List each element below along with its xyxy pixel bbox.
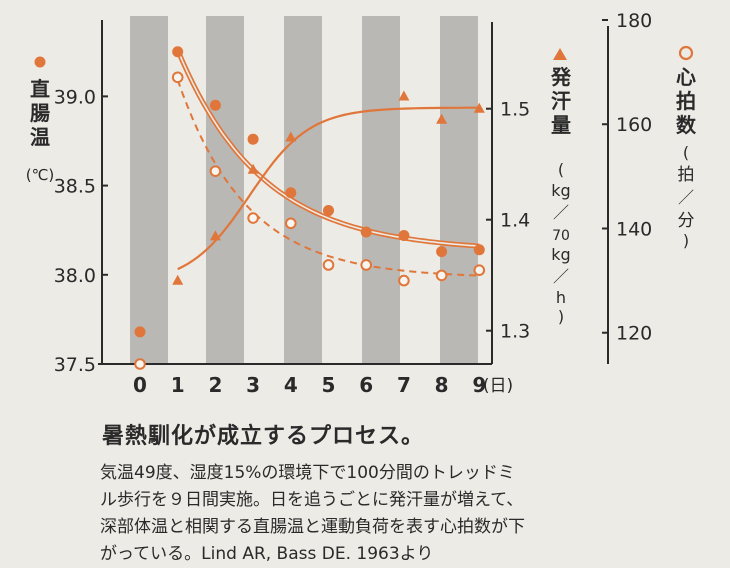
- temp-axis-label: 腸: [30, 101, 50, 125]
- sweat-legend-marker: [553, 48, 567, 60]
- sweat-unit-part: ／: [553, 203, 569, 222]
- heart-rate-point: [285, 217, 297, 230]
- heart-rate-point: [209, 165, 222, 177]
- sweat-axis-label: 量: [551, 113, 571, 137]
- x-tick-label: 4: [284, 373, 298, 397]
- heart-rate-point: [322, 259, 335, 271]
- x-tick-label: 0: [133, 373, 147, 397]
- background-bands: [130, 16, 478, 364]
- background-band: [362, 16, 400, 364]
- rectal-temp-point: [398, 230, 410, 242]
- caption-title: 暑熱馴化が成立するプロセス。: [102, 424, 425, 449]
- temp-axis-unit: (℃): [26, 166, 55, 184]
- hr-axis-label: 心: [676, 65, 696, 89]
- hr-axis-label: 拍: [676, 89, 696, 113]
- sweat-tick-label: 1.3: [500, 321, 530, 343]
- x-tick-label: 9: [472, 373, 486, 397]
- tick-labels: 0 1 2 3 4 5 6 7 8 9(日) 37.5 38.0 38.5 39.0 1.3 1.4 1.5 12…: [54, 10, 653, 397]
- x-axis-unit: (日): [483, 376, 513, 396]
- rectal-temp-point: [436, 246, 448, 258]
- axes: [98, 20, 609, 365]
- x-tick-label: 8: [435, 373, 449, 397]
- x-tick-label: 3: [246, 373, 260, 397]
- temp-axis-label: 直: [30, 77, 50, 101]
- sweat-tick-label: 1.4: [500, 210, 530, 232]
- sweat-unit-part: kg: [551, 245, 570, 264]
- heart-rate-point: [247, 212, 259, 224]
- x-tick-label: 5: [322, 373, 336, 397]
- temp-tick-label: 37.5: [54, 354, 96, 376]
- sweat-axis-label: 発: [550, 65, 572, 89]
- background-band: [130, 16, 168, 364]
- rectal-temp-point: [172, 46, 184, 58]
- heart-rate-point: [473, 264, 486, 276]
- hr-tick-label: 120: [616, 323, 652, 345]
- heart-rate-trend-curve: [176, 79, 480, 277]
- sweat-point: [436, 113, 448, 124]
- caption-line: ル歩行を９日間実施。日を追うごとに発汗量が増えて、: [100, 490, 524, 510]
- x-tick-label: 1: [171, 373, 185, 397]
- heart-rate-point: [360, 259, 373, 271]
- sweat-point: [285, 131, 297, 142]
- heat-acclimatization-chart: 0 1 2 3 4 5 6 7 8 9(日) 37.5 38.0 38.5 39.0 1.3 1.4 1.5 12…: [26, 10, 697, 397]
- rectal-temp-point: [134, 326, 146, 338]
- caption-line: がっている。Lind AR, Bass DE. 1963より: [100, 544, 434, 564]
- hr-tick-label: 160: [616, 114, 652, 136]
- temp-legend-marker: [34, 56, 46, 68]
- background-band: [206, 16, 244, 364]
- sweat-point: [172, 274, 184, 285]
- sweat-point: [247, 163, 259, 174]
- caption-line: 深部体温と相関する直腸温と運動負荷を表す心拍数が下: [100, 517, 525, 537]
- sweat-axis-label: 汗: [551, 89, 571, 113]
- heart-rate-point: [134, 358, 146, 370]
- sweat-point: [209, 230, 221, 241]
- temp-tick-label: 38.0: [54, 265, 96, 287]
- rectal-temp-point: [473, 244, 485, 256]
- caption-body: 気温49度、湿度15%の環境下で100分間のトレッドミ ル歩行を９日間実施。日を…: [100, 460, 660, 568]
- rectal-temp-point: [247, 133, 259, 145]
- hr-tick-label: 180: [616, 10, 652, 32]
- trend-curves: [175, 49, 480, 277]
- hr-unit-part: ／: [678, 188, 694, 207]
- heart-rate-point: [171, 71, 184, 84]
- temp-tick-label: 39.0: [54, 86, 96, 108]
- temp-trend-curve-inner: [176, 49, 480, 247]
- heart-rate-point: [435, 269, 448, 282]
- hr-unit-part: 分: [678, 211, 695, 231]
- sweat-point: [473, 102, 485, 113]
- caption-line: 気温49度、湿度15%の環境下で100分間のトレッドミ: [100, 463, 515, 483]
- sweat-trend-curve: [177, 106, 480, 271]
- hr-unit-part: ): [683, 231, 689, 250]
- temp-tick-label: 38.5: [54, 176, 96, 198]
- sweat-unit-part: ／: [553, 267, 569, 286]
- hr-tick-label: 140: [616, 218, 652, 240]
- sweat-unit-part: h: [556, 288, 566, 307]
- sweat-tick-label: 1.5: [500, 99, 530, 121]
- rectal-temp-point: [209, 99, 221, 111]
- hr-unit-part: 拍: [678, 165, 695, 185]
- data-points: [134, 46, 486, 370]
- x-tick-label: 6: [359, 373, 373, 397]
- temp-axis-label: 温: [30, 125, 50, 149]
- hr-unit-part: (: [683, 143, 689, 162]
- sweat-unit-part: ): [558, 307, 564, 326]
- rectal-temp-point: [360, 226, 372, 238]
- heart-rate-point: [398, 274, 410, 287]
- background-band: [440, 16, 478, 364]
- rectal-temp-point: [285, 187, 297, 199]
- sweat-unit-part: (: [558, 160, 564, 179]
- hr-axis-label: 数: [676, 113, 697, 137]
- hr-legend-marker: [678, 45, 694, 61]
- sweat-unit-part: kg: [551, 181, 570, 200]
- sweat-unit-part: 70: [552, 228, 570, 244]
- sweat-point: [398, 90, 410, 101]
- x-tick-label: 2: [208, 373, 222, 397]
- x-tick-label: 7: [397, 373, 411, 397]
- rectal-temp-point: [323, 205, 334, 217]
